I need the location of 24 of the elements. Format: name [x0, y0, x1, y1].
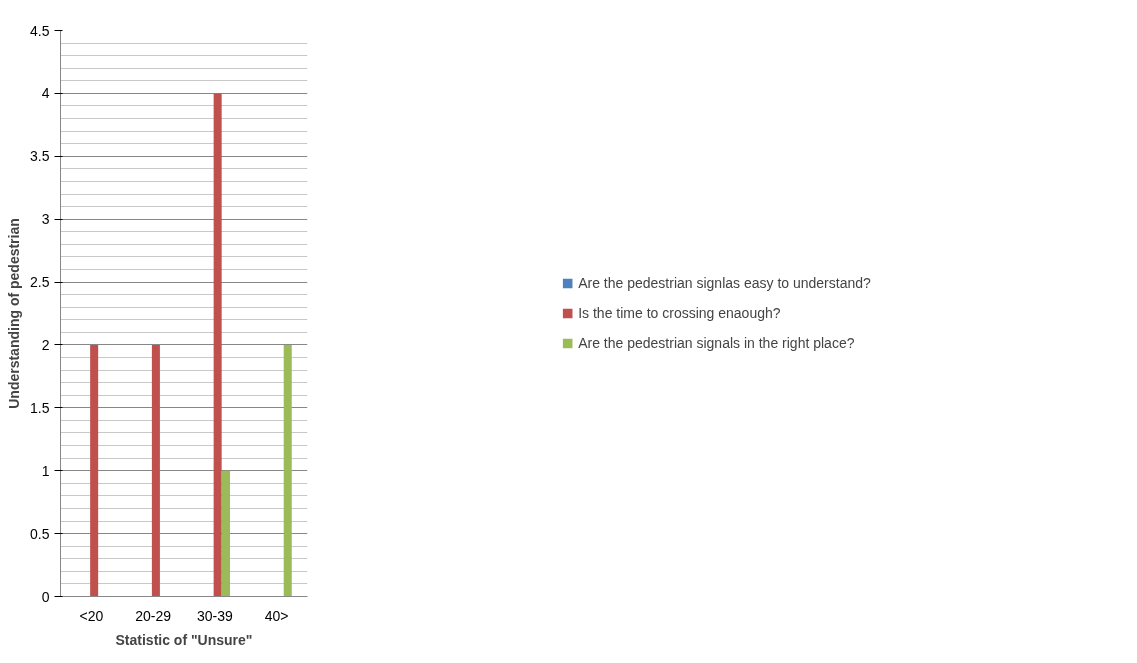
y-tick-label: 4 [41, 85, 50, 102]
y-tick-label: 2.5 [30, 274, 50, 291]
x-tick-label: 30-39 [196, 607, 233, 624]
bar [90, 344, 99, 597]
y-tick-label: 1.5 [30, 399, 50, 416]
y-tick-label: 1 [41, 462, 50, 479]
y-tick-label: 2 [41, 336, 50, 353]
y-tick-label: 3.5 [30, 148, 50, 165]
bar [213, 93, 222, 597]
bar [221, 470, 230, 597]
legend-label: Are the pedestrian signals in the right place? [578, 335, 855, 351]
y-axis-title: Understanding of pedestrian [6, 218, 23, 409]
x-axis-title: Statistic of "Unsure" [115, 631, 253, 648]
bar [151, 344, 160, 597]
y-tick-label: 0.5 [30, 525, 50, 542]
y-tick-label: 3 [41, 211, 50, 228]
legend-label: Are the pedestrian signlas easy to understand? [578, 275, 871, 291]
y-tick-label: 0 [41, 588, 50, 605]
x-tick-label: <20 [79, 607, 104, 624]
y-tick-label: 4.5 [30, 22, 50, 39]
x-tick-label: 40> [264, 607, 289, 624]
x-tick-label: 20-29 [135, 607, 172, 624]
legend-label: Is the time to crossing enaough? [578, 305, 781, 321]
bar [283, 344, 292, 597]
